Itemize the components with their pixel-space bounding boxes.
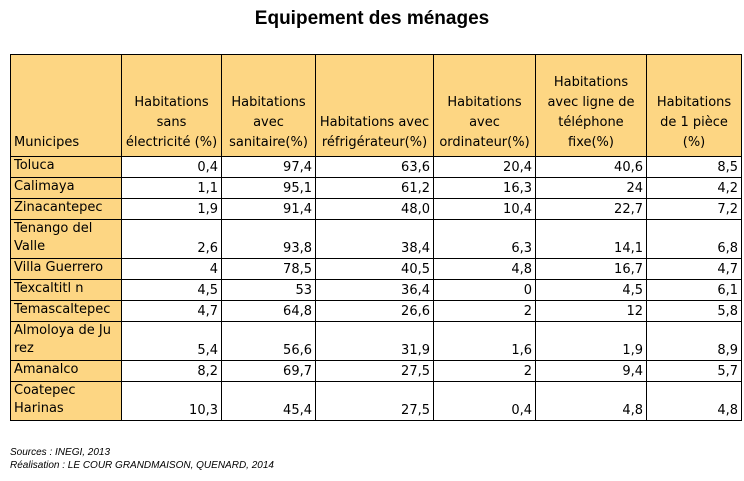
value-cell: 95,1 [221, 177, 316, 199]
value-cell: 48,0 [315, 198, 434, 220]
value-cell: 2 [433, 360, 536, 382]
value-cell: 4,5 [121, 279, 222, 301]
value-cell: 7,2 [646, 198, 742, 220]
value-cell: 63,6 [315, 156, 434, 178]
value-cell: 5,4 [121, 321, 222, 361]
value-cell: 4,8 [535, 381, 647, 421]
municipality-cell: Zinacantepec [10, 198, 122, 220]
municipality-cell: Calimaya [10, 177, 122, 199]
column-header-une-piece: Habitations de 1 pièce (%) [646, 54, 742, 157]
column-header-telephone-fixe: Habitations avec ligne de téléphone fixe… [535, 54, 647, 157]
column-header-ordinateur: Habitations avec ordinateur(%) [433, 54, 536, 157]
value-cell: 1,9 [535, 321, 647, 361]
header-row: Municipes Habitations sans électricité (… [10, 54, 742, 157]
value-cell: 4,7 [121, 300, 222, 322]
municipality-cell: Almoloya de Ju rez [10, 321, 122, 361]
value-cell: 45,4 [221, 381, 316, 421]
value-cell: 20,4 [433, 156, 536, 178]
table-row: Coatepec Harinas 10,3 45,4 27,5 0,4 4,8 4,8 [10, 381, 742, 421]
table-row: Temascaltepec 4,7 64,8 26,6 2 12 5,8 [10, 300, 742, 322]
value-cell: 69,7 [221, 360, 316, 382]
value-cell: 1,6 [433, 321, 536, 361]
value-cell: 8,2 [121, 360, 222, 382]
value-cell: 40,5 [315, 258, 434, 280]
municipality-cell: Amanalco [10, 360, 122, 382]
column-header-sans-electricite: Habitations sans électricité (%) [121, 54, 222, 157]
value-cell: 0,4 [121, 156, 222, 178]
value-cell: 56,6 [221, 321, 316, 361]
value-cell: 9,4 [535, 360, 647, 382]
column-header-sanitaire: Habitations avec sanitaire(%) [221, 54, 316, 157]
value-cell: 22,7 [535, 198, 647, 220]
value-cell: 4,8 [433, 258, 536, 280]
value-cell: 16,3 [433, 177, 536, 199]
value-cell: 91,4 [221, 198, 316, 220]
value-cell: 4,2 [646, 177, 742, 199]
value-cell: 10,3 [121, 381, 222, 421]
value-cell: 40,6 [535, 156, 647, 178]
value-cell: 97,4 [221, 156, 316, 178]
municipality-cell: Texcaltitl n [10, 279, 122, 301]
table-row: Texcaltitl n 4,5 53 36,4 0 4,5 6,1 [10, 279, 742, 301]
column-header-municipes: Municipes [10, 54, 122, 157]
table-row: Almoloya de Ju rez 5,4 56,6 31,9 1,6 1,9 8,9 [10, 321, 742, 361]
value-cell: 38,4 [315, 219, 434, 259]
value-cell: 12 [535, 300, 647, 322]
value-cell: 2 [433, 300, 536, 322]
value-cell: 4,8 [646, 381, 742, 421]
value-cell: 27,5 [315, 360, 434, 382]
value-cell: 64,8 [221, 300, 316, 322]
value-cell: 6,1 [646, 279, 742, 301]
value-cell: 24 [535, 177, 647, 199]
municipality-cell: Toluca [10, 156, 122, 178]
value-cell: 31,9 [315, 321, 434, 361]
equipment-table: Municipes Habitations sans électricité (… [10, 54, 742, 421]
value-cell: 10,4 [433, 198, 536, 220]
value-cell: 6,8 [646, 219, 742, 259]
value-cell: 53 [221, 279, 316, 301]
municipality-cell: Villa Guerrero [10, 258, 122, 280]
sources-note: Sources : INEGI, 2013 [10, 447, 111, 458]
footnotes: Sources : INEGI, 2013 Réalisation : LE C… [10, 446, 274, 472]
municipality-cell: Temascaltepec [10, 300, 122, 322]
value-cell: 4 [121, 258, 222, 280]
value-cell: 4,5 [535, 279, 647, 301]
value-cell: 4,7 [646, 258, 742, 280]
table-row: Amanalco 8,2 69,7 27,5 2 9,4 5,7 [10, 360, 742, 382]
value-cell: 2,6 [121, 219, 222, 259]
value-cell: 27,5 [315, 381, 434, 421]
value-cell: 1,1 [121, 177, 222, 199]
value-cell: 1,9 [121, 198, 222, 220]
value-cell: 26,6 [315, 300, 434, 322]
value-cell: 36,4 [315, 279, 434, 301]
value-cell: 8,5 [646, 156, 742, 178]
value-cell: 93,8 [221, 219, 316, 259]
realisation-note: Réalisation : LE COUR GRANDMAISON, QUENA… [10, 460, 274, 471]
table-row: Tenango del Valle 2,6 93,8 38,4 6,3 14,1 6,8 [10, 219, 742, 259]
column-header-refrigerateur: Habitations avec réfrigérateur(%) [315, 54, 434, 157]
value-cell: 5,8 [646, 300, 742, 322]
value-cell: 8,9 [646, 321, 742, 361]
table-row: Toluca 0,4 97,4 63,6 20,4 40,6 8,5 [10, 156, 742, 178]
municipality-cell: Tenango del Valle [10, 219, 122, 259]
value-cell: 5,7 [646, 360, 742, 382]
value-cell: 14,1 [535, 219, 647, 259]
table-row: Zinacantepec 1,9 91,4 48,0 10,4 22,7 7,2 [10, 198, 742, 220]
page-title: Equipement des ménages [254, 8, 490, 29]
table-row: Villa Guerrero 4 78,5 40,5 4,8 16,7 4,7 [10, 258, 742, 280]
value-cell: 78,5 [221, 258, 316, 280]
value-cell: 6,3 [433, 219, 536, 259]
table-row: Calimaya 1,1 95,1 61,2 16,3 24 4,2 [10, 177, 742, 199]
value-cell: 0 [433, 279, 536, 301]
value-cell: 16,7 [535, 258, 647, 280]
municipality-cell: Coatepec Harinas [10, 381, 122, 421]
value-cell: 61,2 [315, 177, 434, 199]
value-cell: 0,4 [433, 381, 536, 421]
